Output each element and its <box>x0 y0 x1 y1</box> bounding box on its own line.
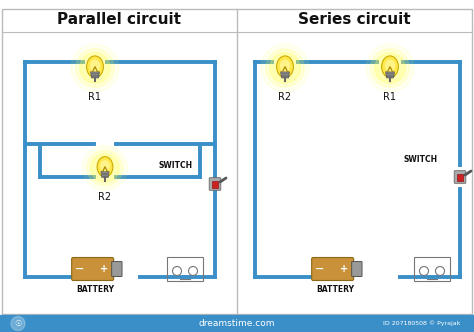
FancyBboxPatch shape <box>72 258 114 281</box>
FancyBboxPatch shape <box>352 262 362 277</box>
FancyBboxPatch shape <box>312 258 354 281</box>
Bar <box>212 181 218 188</box>
Bar <box>457 174 463 181</box>
Circle shape <box>87 150 123 186</box>
Polygon shape <box>281 72 290 78</box>
Text: Parallel circuit: Parallel circuit <box>57 13 182 28</box>
Ellipse shape <box>87 56 103 77</box>
Text: −: − <box>315 264 324 274</box>
Circle shape <box>375 53 405 83</box>
Polygon shape <box>101 172 109 177</box>
Ellipse shape <box>281 60 290 71</box>
Circle shape <box>82 145 128 191</box>
Ellipse shape <box>91 60 100 71</box>
FancyBboxPatch shape <box>112 262 122 277</box>
Circle shape <box>266 49 304 87</box>
Text: BATTERY: BATTERY <box>316 285 354 294</box>
Circle shape <box>270 53 300 83</box>
Ellipse shape <box>97 157 113 177</box>
Text: R2: R2 <box>278 92 292 102</box>
Ellipse shape <box>277 56 293 77</box>
Bar <box>167 257 203 281</box>
Text: R2: R2 <box>99 192 111 202</box>
Text: +: + <box>100 264 109 274</box>
Circle shape <box>76 49 114 87</box>
Text: Series circuit: Series circuit <box>298 13 411 28</box>
Text: BATTERY: BATTERY <box>76 285 114 294</box>
Text: ID 207180508 © Pyrajak: ID 207180508 © Pyrajak <box>383 321 460 326</box>
Circle shape <box>261 44 309 92</box>
FancyBboxPatch shape <box>454 171 466 183</box>
Text: R1: R1 <box>89 92 101 102</box>
Ellipse shape <box>386 60 394 71</box>
Circle shape <box>71 44 119 92</box>
FancyBboxPatch shape <box>209 178 221 190</box>
Circle shape <box>366 44 414 92</box>
Text: SWITCH: SWITCH <box>404 154 438 163</box>
Circle shape <box>371 49 409 87</box>
Bar <box>414 257 450 281</box>
Polygon shape <box>386 72 394 78</box>
Ellipse shape <box>101 161 109 171</box>
Circle shape <box>91 154 119 182</box>
Ellipse shape <box>382 56 399 77</box>
Bar <box>0 315 474 332</box>
Text: ☉: ☉ <box>14 319 22 328</box>
Text: −: − <box>75 264 84 274</box>
Text: SWITCH: SWITCH <box>159 161 193 171</box>
Text: R1: R1 <box>383 92 396 102</box>
Circle shape <box>11 316 25 330</box>
Text: dreamstime.com: dreamstime.com <box>199 319 275 328</box>
Circle shape <box>80 53 110 83</box>
Text: +: + <box>340 264 348 274</box>
Polygon shape <box>91 72 100 78</box>
